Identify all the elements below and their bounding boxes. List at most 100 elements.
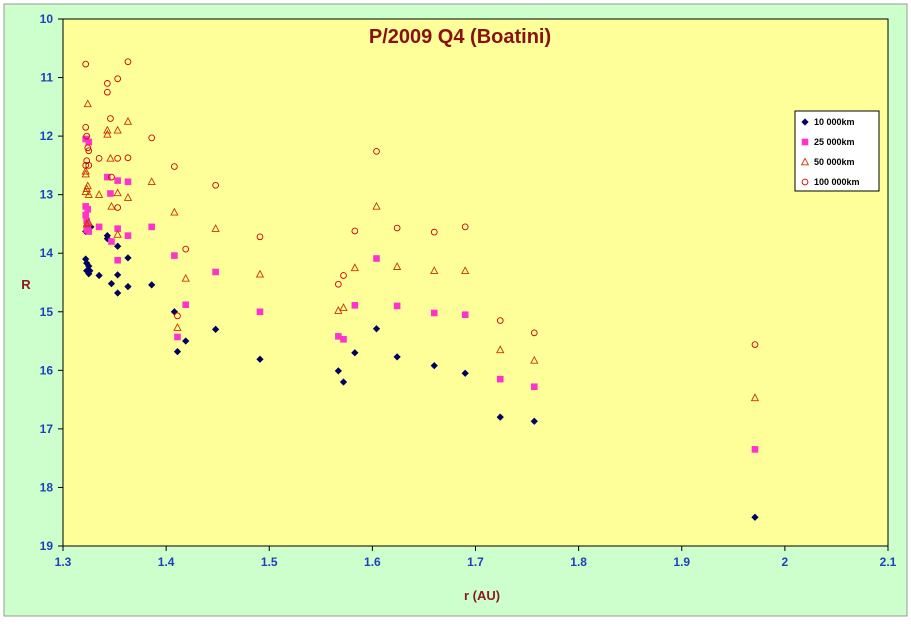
data-point-100000km xyxy=(212,181,219,189)
x-tick-label: 1.9 xyxy=(673,555,690,569)
data-point-10000km xyxy=(256,355,264,363)
data-point-50000km xyxy=(496,345,505,354)
data-point-50000km xyxy=(81,166,90,175)
y-tick-label: 18 xyxy=(40,480,54,494)
data-point-50000km xyxy=(461,266,470,275)
data-point-50000km xyxy=(147,177,156,186)
data-point-50000km xyxy=(173,323,182,331)
data-point-50000km xyxy=(430,266,439,275)
data-point-50000km xyxy=(113,125,122,134)
data-point-25000km xyxy=(82,211,89,219)
data-point-25000km xyxy=(124,178,132,186)
data-point-25000km xyxy=(108,238,115,245)
data-point-100000km xyxy=(340,272,347,279)
x-tick-label: 2 xyxy=(782,555,789,569)
legend-box xyxy=(794,110,880,192)
x-tick-label: 1.7 xyxy=(467,555,484,569)
data-point-10000km xyxy=(114,242,122,250)
data-point-10000km xyxy=(148,281,156,289)
y-tick-label: 12 xyxy=(40,129,54,143)
data-point-100000km xyxy=(103,88,111,96)
y-tick-label: 10 xyxy=(40,12,54,26)
legend-marker-diamond xyxy=(801,118,809,126)
data-point-100000km xyxy=(124,154,132,162)
data-point-50000km xyxy=(181,273,190,282)
legend: 10 000km 25 000km 50 000km 100 000km xyxy=(794,110,880,192)
data-point-25000km xyxy=(530,383,538,391)
data-point-50000km xyxy=(103,129,112,138)
data-point-25000km xyxy=(212,268,219,276)
data-point-10000km xyxy=(461,369,469,377)
legend-marker-circle xyxy=(801,178,809,186)
data-point-25000km xyxy=(171,252,178,259)
data-point-50000km xyxy=(372,201,381,210)
data-point-100000km xyxy=(107,115,114,122)
data-point-25000km xyxy=(335,333,342,340)
data-point-10000km xyxy=(114,271,122,279)
data-point-25000km xyxy=(114,256,121,264)
data-point-100000km xyxy=(95,155,103,162)
data-point-50000km xyxy=(84,218,93,227)
data-point-25000km xyxy=(107,190,114,197)
data-point-10000km xyxy=(751,513,759,521)
data-point-25000km xyxy=(148,223,155,231)
data-point-50000km xyxy=(84,190,93,198)
legend-label: 25 000km xyxy=(814,137,855,147)
data-point-10000km xyxy=(124,282,132,291)
data-point-50000km xyxy=(81,169,90,178)
data-point-10000km xyxy=(182,337,190,345)
data-point-100000km xyxy=(430,228,438,236)
x-tick-label: 2.1 xyxy=(880,555,897,569)
data-point-50000km xyxy=(211,224,220,232)
data-point-100000km xyxy=(82,162,90,169)
data-point-100000km xyxy=(85,147,93,155)
data-point-10000km xyxy=(173,347,182,356)
data-point-10000km xyxy=(212,325,220,333)
data-point-100000km xyxy=(530,329,538,337)
data-point-25000km xyxy=(85,138,93,146)
data-point-100000km xyxy=(83,132,91,140)
data-point-100000km xyxy=(174,312,181,320)
y-tick-label: 19 xyxy=(40,539,54,553)
data-point-100000km xyxy=(461,223,469,231)
data-point-100000km xyxy=(256,233,264,241)
data-point-25000km xyxy=(84,206,92,213)
data-point-100000km xyxy=(114,155,122,162)
data-point-100000km xyxy=(373,147,380,155)
x-tick-label: 1.4 xyxy=(158,555,175,569)
data-point-25000km xyxy=(104,173,111,181)
x-tick-label: 1.8 xyxy=(570,555,587,569)
data-point-50000km xyxy=(123,116,133,125)
data-point-10000km xyxy=(530,417,538,425)
data-point-50000km xyxy=(123,193,133,201)
data-point-10000km xyxy=(107,280,116,288)
data-point-50000km xyxy=(339,303,348,311)
data-point-100000km xyxy=(351,227,359,235)
data-point-10000km xyxy=(95,271,103,280)
data-point-25000km xyxy=(430,309,438,317)
x-tick-label: 1.3 xyxy=(55,555,72,569)
data-point-50000km xyxy=(170,207,179,216)
data-point-100000km xyxy=(114,75,122,83)
y-tick-label: 15 xyxy=(40,305,54,319)
data-point-50000km xyxy=(750,393,760,402)
data-point-25000km xyxy=(373,255,380,262)
data-point-25000km xyxy=(461,311,469,319)
x-tick-label: 1.5 xyxy=(261,555,278,569)
data-point-10000km xyxy=(430,362,438,370)
data-point-100000km xyxy=(85,162,93,169)
data-point-100000km xyxy=(751,341,759,348)
data-point-100000km xyxy=(103,80,111,87)
legend-marker-square xyxy=(801,138,809,146)
data-point-25000km xyxy=(351,302,359,309)
data-point-100000km xyxy=(334,280,342,288)
y-tick-label: 14 xyxy=(40,246,54,260)
data-point-100000km xyxy=(182,245,190,253)
axes-group: 1.3 1.4 1.5 1.6 1.7 1.8 1.9 2 2.1 10 11 12 13 14 15 16 1… xyxy=(40,12,897,569)
data-point-100000km xyxy=(114,204,122,211)
data-point-100000km xyxy=(84,144,92,152)
y-tick-label: 17 xyxy=(40,422,54,436)
data-point-10000km xyxy=(351,349,359,357)
data-point-50000km xyxy=(107,201,116,210)
